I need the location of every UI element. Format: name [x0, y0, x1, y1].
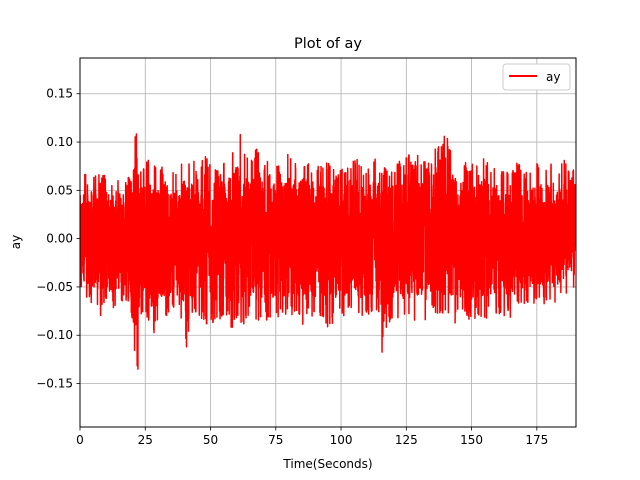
y-tick-label: 0.05	[46, 183, 73, 197]
y-tick-label: −0.05	[36, 280, 73, 294]
y-tick-label: 0.10	[46, 135, 73, 149]
y-tick-label: −0.10	[36, 328, 73, 342]
axes-frame	[79, 57, 577, 428]
y-tick-label: 0.15	[46, 87, 73, 101]
x-tick-label: 125	[395, 433, 418, 447]
legend-label-ay: ay	[546, 70, 560, 84]
x-tick-label: 100	[330, 433, 353, 447]
y-tick-label: −0.15	[36, 377, 73, 391]
plot-line	[80, 133, 576, 370]
y-tick-label: 0.00	[46, 232, 73, 246]
chart-title: Plot of ay	[294, 36, 362, 52]
x-tick-label: 0	[76, 433, 84, 447]
x-tick-label: 25	[138, 433, 153, 447]
x-tick-label: 175	[525, 433, 548, 447]
legend: ay	[502, 63, 571, 91]
y-axis-label: ay	[9, 235, 23, 249]
x-tick-label: 50	[203, 433, 218, 447]
x-tick-label: 75	[268, 433, 283, 447]
x-tick-label: 150	[460, 433, 483, 447]
series-line-ay	[80, 133, 576, 370]
y-axis-ticks: −0.15 −0.10 −0.05 0.00 0.05 0.10 0.15	[36, 87, 80, 391]
x-axis-label: Time(Seconds)	[282, 457, 372, 471]
x-axis-ticks: 0 25 50 75 100 125 150 175	[76, 427, 548, 447]
